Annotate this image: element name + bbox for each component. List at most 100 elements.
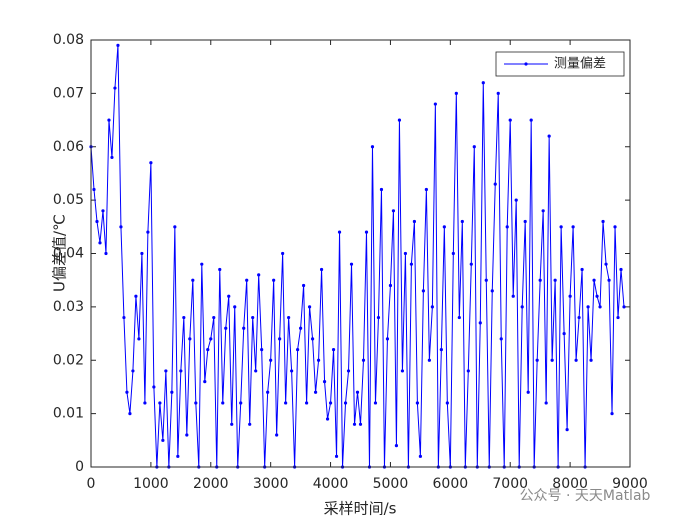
data-point xyxy=(227,294,231,298)
data-point xyxy=(173,225,177,229)
data-point xyxy=(302,283,306,288)
data-point xyxy=(433,102,437,106)
x-tick-label: 5000 xyxy=(373,476,409,492)
data-point xyxy=(391,209,396,213)
data-point xyxy=(376,315,381,320)
data-point xyxy=(451,251,455,256)
data-point xyxy=(466,369,470,373)
data-point xyxy=(224,326,228,330)
data-point xyxy=(493,182,497,186)
data-point xyxy=(361,358,366,362)
data-point xyxy=(421,289,425,293)
data-point xyxy=(586,305,590,309)
data-point xyxy=(245,278,249,282)
data-point xyxy=(553,278,557,282)
data-point xyxy=(472,145,476,149)
data-point xyxy=(565,428,569,432)
legend-label: 测量偏差 xyxy=(554,57,606,72)
data-point xyxy=(116,43,120,47)
data-point xyxy=(290,369,294,373)
data-point xyxy=(595,294,599,298)
data-point xyxy=(328,401,333,405)
data-point xyxy=(364,230,369,234)
x-tick-label: 3000 xyxy=(253,476,289,492)
data-point xyxy=(589,358,593,362)
data-point xyxy=(529,118,533,122)
y-tick-label: 0.03 xyxy=(53,299,84,315)
data-point xyxy=(592,278,596,282)
data-point xyxy=(170,390,174,394)
x-tick-label: 6000 xyxy=(433,476,469,492)
data-point xyxy=(499,337,503,341)
data-point xyxy=(278,337,282,341)
data-point xyxy=(514,198,518,202)
data-point xyxy=(310,337,315,341)
data-point xyxy=(185,433,189,437)
data-point xyxy=(254,369,258,373)
data-point xyxy=(191,278,195,282)
y-tick-label: 0.04 xyxy=(53,246,84,262)
data-point xyxy=(248,422,252,426)
data-point xyxy=(125,390,129,394)
data-point xyxy=(481,81,485,85)
data-point xyxy=(101,209,105,213)
data-point xyxy=(275,433,279,437)
data-point xyxy=(538,278,542,282)
y-tick-label: 0.07 xyxy=(53,85,84,101)
data-point xyxy=(604,262,608,266)
data-point xyxy=(520,305,524,309)
data-point xyxy=(526,390,530,394)
data-point xyxy=(307,305,312,309)
data-point xyxy=(547,134,551,138)
y-tick-label: 0 xyxy=(75,459,84,475)
data-point xyxy=(337,230,342,234)
data-point xyxy=(598,305,602,309)
data-point xyxy=(412,219,416,224)
data-point xyxy=(607,278,611,282)
data-point xyxy=(616,315,620,320)
data-point xyxy=(397,118,402,122)
data-point xyxy=(562,331,566,336)
data-point xyxy=(622,305,626,309)
data-point xyxy=(352,422,357,426)
data-point xyxy=(179,369,183,373)
legend-marker xyxy=(524,62,528,66)
data-point xyxy=(110,155,114,160)
data-point xyxy=(260,347,264,352)
data-point xyxy=(424,187,428,192)
data-point xyxy=(281,251,285,256)
axes-box xyxy=(90,39,631,468)
data-point xyxy=(484,278,488,282)
data-point xyxy=(559,225,563,229)
data-point xyxy=(457,315,461,320)
plot-area xyxy=(91,40,630,467)
data-point xyxy=(206,347,210,352)
data-point xyxy=(523,219,527,224)
data-point xyxy=(95,219,99,224)
data-point xyxy=(358,422,363,426)
data-point xyxy=(152,385,156,389)
data-point xyxy=(601,219,605,224)
data-point xyxy=(137,337,141,341)
data-point xyxy=(200,262,204,266)
data-point xyxy=(251,315,255,320)
data-point xyxy=(508,118,512,122)
data-point xyxy=(212,315,216,320)
x-tick-label: 7000 xyxy=(492,476,528,492)
data-point xyxy=(418,454,422,458)
data-point xyxy=(284,401,288,405)
data-point xyxy=(535,358,539,362)
data-point xyxy=(415,401,419,405)
data-point xyxy=(403,251,408,256)
data-point xyxy=(496,91,500,95)
data-point xyxy=(316,358,321,362)
data-point xyxy=(445,401,449,405)
data-point xyxy=(158,401,162,405)
data-point xyxy=(299,326,303,330)
data-point xyxy=(140,251,144,256)
y-tick-label: 0.01 xyxy=(53,406,84,422)
data-point xyxy=(122,315,126,320)
x-tick-label: 9000 xyxy=(612,476,648,492)
data-point xyxy=(331,347,336,352)
